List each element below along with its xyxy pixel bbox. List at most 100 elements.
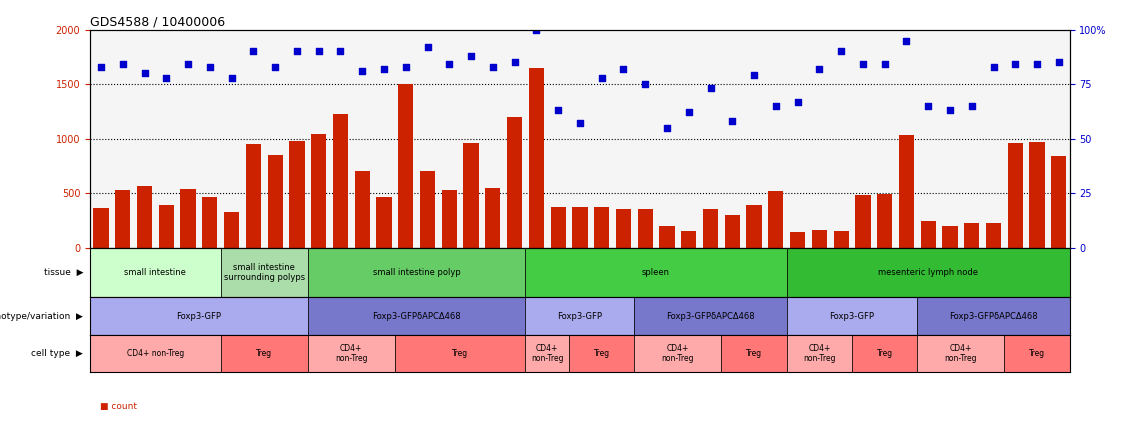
- Point: [135, 70, 153, 77]
- Point: [158, 74, 176, 81]
- Bar: [137, 186, 152, 247]
- Point: [701, 85, 720, 92]
- Point: [244, 48, 262, 55]
- Text: genotype/variation  ▶: genotype/variation ▶: [0, 312, 83, 321]
- Point: [114, 61, 132, 68]
- Text: small intestine
surrounding polyps: small intestine surrounding polyps: [224, 263, 305, 282]
- Point: [506, 59, 524, 66]
- Bar: [203, 198, 217, 247]
- FancyBboxPatch shape: [634, 335, 722, 372]
- Bar: [595, 207, 609, 247]
- FancyBboxPatch shape: [722, 335, 787, 372]
- Bar: [986, 222, 1001, 247]
- Bar: [747, 205, 761, 247]
- Point: [876, 61, 894, 68]
- Bar: [551, 207, 565, 247]
- Text: Foxp3-GFP: Foxp3-GFP: [830, 312, 875, 321]
- Text: cell type  ▶: cell type ▶: [32, 349, 83, 358]
- Text: small intestine polyp: small intestine polyp: [373, 268, 461, 277]
- FancyBboxPatch shape: [307, 247, 526, 297]
- FancyBboxPatch shape: [526, 335, 569, 372]
- Bar: [507, 117, 522, 247]
- Text: Foxp3-GFPδAPCΔ468: Foxp3-GFPδAPCΔ468: [373, 312, 461, 321]
- Bar: [921, 222, 936, 247]
- Text: Treg: Treg: [747, 349, 762, 358]
- Bar: [703, 209, 718, 247]
- Point: [440, 61, 458, 68]
- Bar: [485, 188, 500, 247]
- Bar: [812, 230, 826, 247]
- FancyBboxPatch shape: [918, 335, 1004, 372]
- Point: [527, 26, 545, 33]
- Point: [745, 72, 763, 79]
- Bar: [159, 205, 173, 247]
- FancyBboxPatch shape: [307, 335, 395, 372]
- Point: [592, 74, 610, 81]
- Bar: [441, 190, 457, 247]
- Text: Foxp3-GFPδAPCΔ468: Foxp3-GFPδAPCΔ468: [667, 312, 754, 321]
- FancyBboxPatch shape: [90, 335, 221, 372]
- Point: [354, 68, 372, 74]
- Bar: [420, 171, 435, 247]
- Bar: [1052, 156, 1066, 247]
- Bar: [333, 113, 348, 247]
- FancyBboxPatch shape: [852, 335, 918, 372]
- Point: [310, 48, 328, 55]
- Point: [897, 37, 915, 44]
- Point: [1049, 59, 1067, 66]
- Point: [615, 66, 633, 72]
- Bar: [942, 226, 957, 247]
- Point: [200, 63, 218, 70]
- FancyBboxPatch shape: [90, 247, 221, 297]
- Bar: [768, 191, 784, 247]
- Bar: [856, 195, 870, 247]
- Text: CD4+ non-Treg: CD4+ non-Treg: [127, 349, 184, 358]
- FancyBboxPatch shape: [526, 247, 787, 297]
- Bar: [681, 231, 696, 247]
- FancyBboxPatch shape: [918, 297, 1070, 335]
- Bar: [355, 171, 369, 247]
- Text: CD4+
non-Treg: CD4+ non-Treg: [803, 344, 835, 363]
- Bar: [529, 68, 544, 247]
- FancyBboxPatch shape: [787, 335, 852, 372]
- Point: [963, 102, 981, 109]
- Bar: [399, 84, 413, 247]
- Bar: [268, 155, 283, 247]
- Text: Foxp3-GFP: Foxp3-GFP: [177, 312, 222, 321]
- Point: [1028, 61, 1046, 68]
- Point: [549, 107, 568, 114]
- Text: Foxp3-GFP: Foxp3-GFP: [557, 312, 602, 321]
- Bar: [833, 231, 849, 247]
- FancyBboxPatch shape: [307, 297, 526, 335]
- Point: [92, 63, 110, 70]
- Point: [571, 120, 589, 127]
- Point: [419, 44, 437, 50]
- Bar: [245, 144, 261, 247]
- Point: [331, 48, 349, 55]
- Text: ■ count: ■ count: [100, 402, 137, 411]
- Bar: [877, 194, 892, 247]
- Text: Treg: Treg: [453, 349, 468, 358]
- Text: CD4+
non-Treg: CD4+ non-Treg: [531, 344, 563, 363]
- Text: GDS4588 / 10400006: GDS4588 / 10400006: [90, 16, 225, 28]
- FancyBboxPatch shape: [787, 297, 918, 335]
- Point: [984, 63, 1002, 70]
- Point: [788, 98, 806, 105]
- Point: [266, 63, 284, 70]
- FancyBboxPatch shape: [221, 247, 307, 297]
- Point: [658, 124, 676, 131]
- Bar: [115, 190, 131, 247]
- Bar: [725, 215, 740, 247]
- FancyBboxPatch shape: [395, 335, 526, 372]
- Text: mesenteric lymph node: mesenteric lymph node: [878, 268, 978, 277]
- Point: [854, 61, 872, 68]
- Text: CD4+
non-Treg: CD4+ non-Treg: [662, 344, 694, 363]
- Point: [396, 63, 414, 70]
- Point: [941, 107, 959, 114]
- Point: [636, 81, 654, 88]
- Text: CD4+
non-Treg: CD4+ non-Treg: [336, 344, 367, 363]
- Bar: [1029, 142, 1045, 247]
- Bar: [93, 209, 108, 247]
- Point: [179, 61, 197, 68]
- Bar: [224, 212, 239, 247]
